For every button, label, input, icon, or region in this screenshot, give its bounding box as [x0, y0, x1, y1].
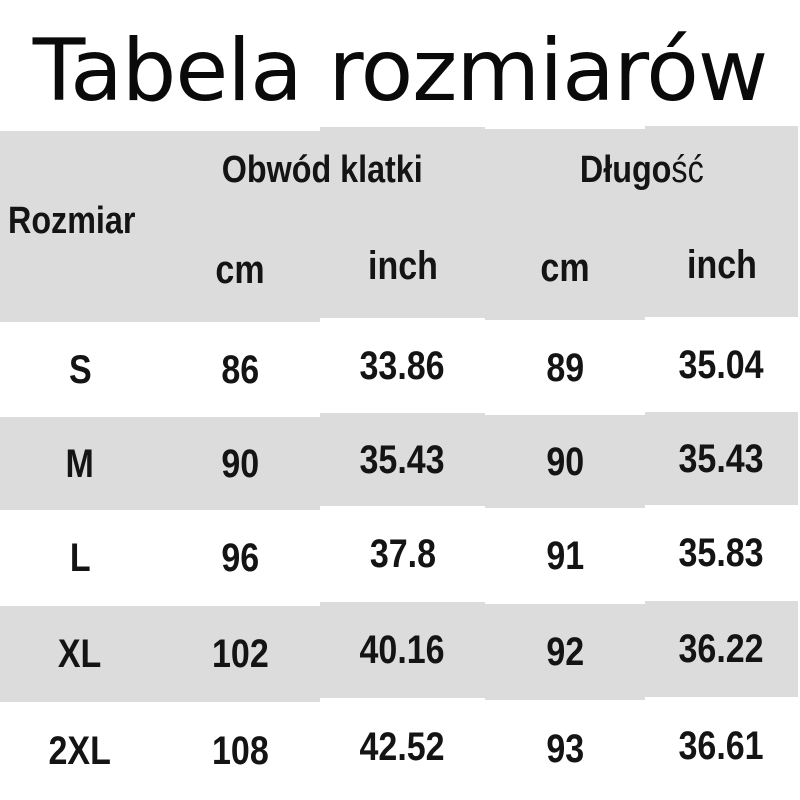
table-cell-length-cm-2xl: 93: [485, 700, 645, 798]
table-cell-chest-inch-2xl: 42.52: [320, 698, 485, 796]
table-cell-length-inch-l: 35.83: [645, 505, 798, 601]
table-cell-length-inch-2xl: 36.61: [645, 697, 798, 795]
table-cell-length-cm-m: 90: [485, 415, 645, 508]
table-cell-chest-inch-m: 35.43: [320, 413, 485, 506]
size-column-label: Rozmiar: [8, 200, 136, 242]
header-cell-chest-inch: inch: [320, 127, 485, 318]
table-cell-chest-cm-m: 90: [160, 417, 320, 510]
unit-label-length-inch: inch: [686, 243, 757, 287]
table-cell-chest-inch-s: 33.86: [320, 318, 485, 413]
table-cell-length-inch-s: 35.04: [645, 317, 798, 412]
table-cell-size-xl: XL: [0, 606, 160, 702]
table-cell-length-cm-xl: 92: [485, 604, 645, 700]
unit-label-length-cm: cm: [540, 246, 590, 290]
header-cell-length-cm: cm: [485, 129, 645, 320]
table-cell-size-2xl: 2XL: [0, 702, 160, 800]
table-cell-chest-cm-s: 86: [160, 322, 320, 417]
header-cell-chest-cm: cm: [160, 131, 320, 322]
header-cell-size: Rozmiar: [0, 131, 160, 322]
page-title: Tabela rozmiarów: [0, 0, 800, 131]
column-length-inch: inch 35.04 35.43 35.83 36.22 36.61: [645, 126, 798, 795]
table-cell-chest-inch-l: 37.8: [320, 506, 485, 602]
unit-label-chest-inch: inch: [367, 244, 438, 288]
column-size: Rozmiar S M L XL 2XL: [0, 131, 160, 800]
table-cell-chest-cm-2xl: 108: [160, 702, 320, 800]
unit-label-chest-cm: cm: [215, 248, 265, 292]
page-title-text: Tabela rozmiarów: [32, 20, 768, 121]
table-cell-length-inch-xl: 36.22: [645, 601, 798, 697]
column-chest-cm: cm 86 90 96 102 108: [160, 131, 320, 800]
table-cell-length-cm-l: 91: [485, 508, 645, 604]
header-cell-length-inch: inch: [645, 126, 798, 317]
table-cell-chest-cm-l: 96: [160, 510, 320, 606]
column-length-cm: cm 89 90 91 92 93: [485, 129, 645, 798]
table-cell-chest-cm-xl: 102: [160, 606, 320, 702]
table-cell-size-m: M: [0, 417, 160, 510]
table-cell-size-s: S: [0, 322, 160, 417]
table-cell-chest-inch-xl: 40.16: [320, 602, 485, 698]
column-chest-inch: inch 33.86 35.43 37.8 40.16 42.52: [320, 127, 485, 796]
table-cell-length-inch-m: 35.43: [645, 412, 798, 505]
table-cell-size-l: L: [0, 510, 160, 606]
table-cell-length-cm-s: 89: [485, 320, 645, 415]
